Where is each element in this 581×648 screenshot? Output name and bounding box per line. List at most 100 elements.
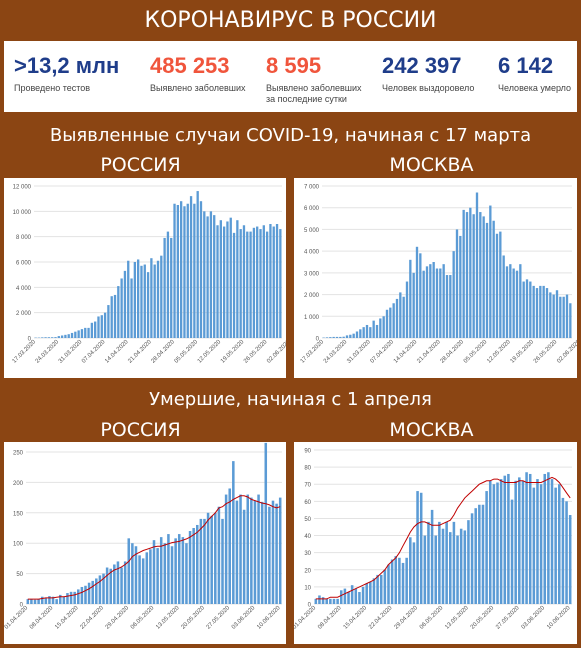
x-tick-label: 19.05.2020 (510, 339, 536, 365)
bar (514, 481, 517, 604)
bar (189, 531, 192, 604)
bar (74, 332, 76, 338)
bar (177, 205, 179, 338)
bar (259, 229, 261, 338)
bar (496, 234, 498, 338)
bar (44, 337, 46, 338)
y-tick-label: 200 (13, 481, 24, 487)
bar (193, 204, 195, 338)
bar (257, 495, 260, 604)
bar (45, 598, 48, 604)
bar (446, 275, 448, 338)
bar (95, 578, 98, 604)
bar (479, 212, 481, 338)
bar (540, 484, 543, 604)
bar (436, 269, 438, 338)
bar (340, 590, 343, 604)
bar (369, 327, 371, 338)
bar (144, 265, 146, 338)
x-tick-label: 07.04.2020 (370, 339, 396, 365)
bar (453, 251, 455, 338)
stat-label: Выявлено заболевших (150, 83, 246, 94)
bar (275, 504, 278, 604)
y-tick-label: 10 (304, 585, 311, 591)
bar (173, 204, 175, 338)
bar (253, 228, 255, 338)
bar (157, 261, 159, 338)
bar (419, 253, 421, 338)
bar (363, 327, 365, 338)
bar (413, 542, 416, 604)
x-tick-label: 20.05.2020 (470, 605, 496, 631)
bar (569, 515, 572, 604)
stat-label: Проведено тестов (14, 83, 90, 94)
bar (197, 191, 199, 338)
bar (254, 501, 257, 604)
bar (356, 331, 358, 338)
x-tick-label: 19.05.2020 (220, 339, 246, 365)
bar (396, 299, 398, 338)
bar (77, 589, 80, 604)
bar (431, 510, 434, 604)
y-tick-label: 4 000 (304, 250, 320, 256)
bar (68, 334, 70, 338)
x-tick-label: 12.05.2020 (197, 339, 223, 365)
x-tick-label: 24.03.2020 (323, 339, 349, 365)
bar (485, 491, 488, 604)
bar (246, 232, 248, 338)
bar (386, 310, 388, 338)
bar (469, 208, 471, 338)
y-tick-label: 40 (304, 534, 311, 540)
bar (48, 596, 51, 604)
bar (478, 505, 481, 604)
bar (344, 589, 347, 604)
bar (376, 325, 378, 338)
bar (482, 505, 485, 604)
bar (84, 328, 86, 338)
bar (562, 498, 565, 604)
bar (279, 498, 282, 604)
x-tick-label: 02.06.2020 (556, 339, 577, 365)
bar (471, 513, 474, 604)
x-tick-label: 26.05.2020 (533, 339, 559, 365)
stat-label: Человека умерло (498, 83, 571, 94)
bar (489, 206, 491, 338)
bar (156, 548, 159, 604)
bar (230, 218, 232, 338)
bar (384, 570, 387, 604)
y-tick-label: 5 000 (304, 228, 320, 234)
bar (351, 585, 354, 604)
column-title-russia-deaths: РОССИЯ (0, 416, 281, 444)
bar (349, 335, 351, 338)
bar (525, 472, 528, 604)
bar (225, 495, 228, 604)
bar (243, 510, 246, 604)
bar (325, 599, 328, 604)
bar (232, 461, 235, 604)
bar (30, 599, 33, 604)
bar (127, 538, 130, 604)
bar (500, 479, 503, 604)
bar (124, 271, 126, 338)
bar (433, 262, 435, 338)
bar (160, 537, 163, 604)
bar (106, 568, 109, 604)
bar (88, 583, 91, 604)
bar (322, 597, 325, 604)
bar (459, 236, 461, 338)
bar (526, 279, 528, 338)
bar (427, 522, 430, 604)
bar (203, 211, 205, 338)
bar (185, 543, 188, 604)
y-tick-label: 2 000 (304, 293, 320, 299)
bar (54, 337, 56, 338)
bar (373, 321, 375, 338)
bar (509, 264, 511, 338)
bar (107, 305, 109, 338)
bar (114, 295, 116, 338)
bar (398, 558, 401, 604)
